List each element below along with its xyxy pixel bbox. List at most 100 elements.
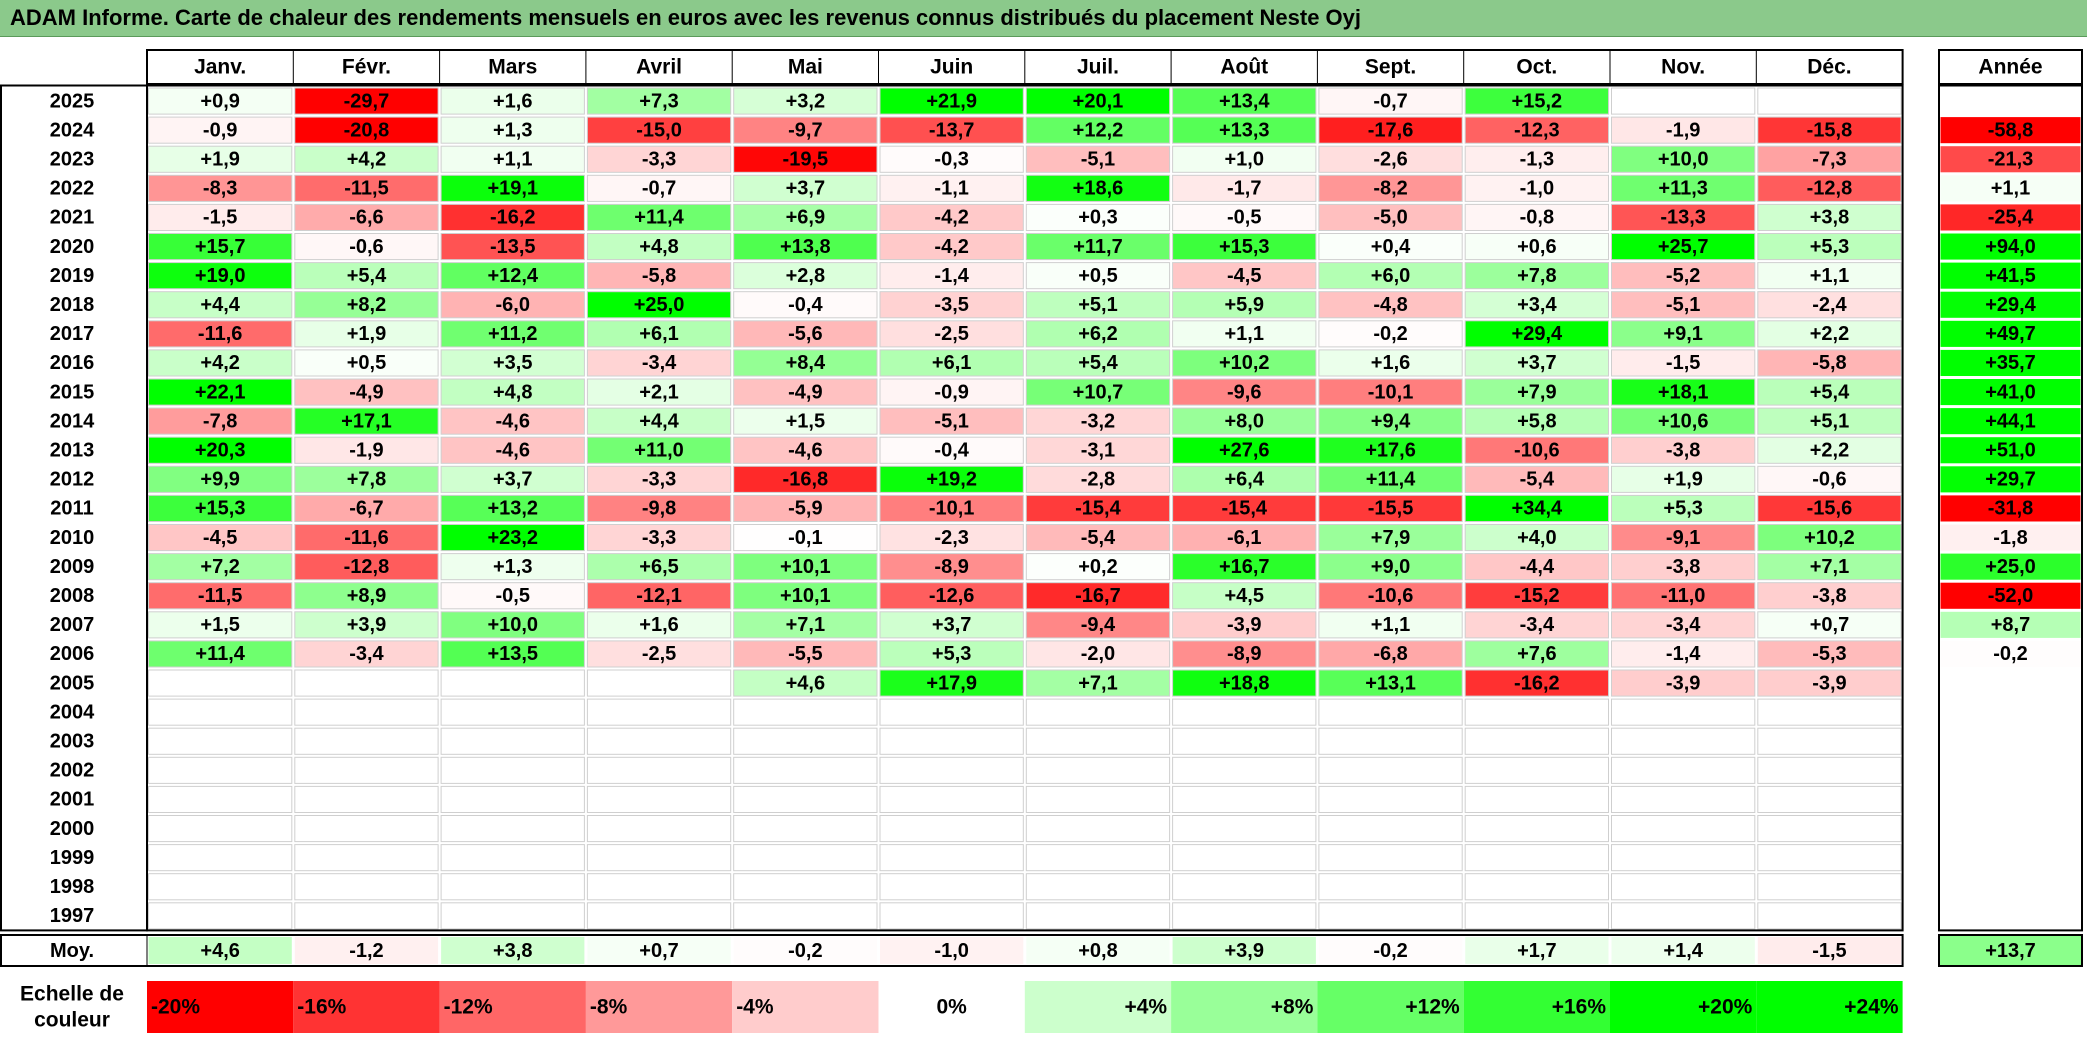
heatmap-cell <box>1318 669 1463 697</box>
heatmap-cell <box>1172 669 1317 697</box>
cell-value: +1,9 <box>347 323 386 345</box>
year-label: 2001 <box>50 789 95 811</box>
cell-value: +23,2 <box>487 527 538 549</box>
cell-value: -11,0 <box>1661 585 1705 607</box>
heatmap-cell <box>1172 291 1317 319</box>
cell-value: -11,5 <box>344 178 388 200</box>
heatmap-cell <box>879 407 1024 435</box>
heatmap-cell <box>1025 640 1171 668</box>
cell-value: +1,0 <box>1225 149 1264 171</box>
cell-value: -4,6 <box>496 410 530 432</box>
year-label: 2016 <box>50 352 95 374</box>
cell-value: +0,9 <box>200 90 239 112</box>
heatmap-cell <box>733 436 878 464</box>
heatmap-cell <box>440 815 585 843</box>
heatmap-cell <box>1464 262 1609 290</box>
heatmap-cell <box>733 727 878 755</box>
heatmap-cell <box>294 291 439 319</box>
annual-cell <box>1940 88 2081 115</box>
cell-value: -12,8 <box>344 556 390 578</box>
heatmap-cell <box>148 873 293 901</box>
cell-value: -8,2 <box>1373 178 1407 200</box>
heatmap-cell <box>879 698 1024 726</box>
cell-value: +6,2 <box>1078 323 1117 345</box>
cell-value: -5,2 <box>1666 265 1700 287</box>
cell-value: -6,0 <box>496 294 530 316</box>
cell-value: -4,9 <box>788 381 822 403</box>
annual-value: -1,8 <box>1993 527 2027 549</box>
heatmap-cell <box>294 349 439 377</box>
cell-value: -8,9 <box>1227 643 1261 665</box>
heatmap-cell <box>1757 727 1902 755</box>
cell-value: -0,4 <box>934 440 969 462</box>
heatmap-cell <box>1025 582 1171 610</box>
cell-value: +1,1 <box>1810 265 1849 287</box>
heatmap-cell <box>440 727 585 755</box>
heatmap-cell <box>586 611 732 639</box>
heatmap-cell <box>733 553 878 581</box>
heatmap-cell <box>148 553 293 581</box>
cell-value: -5,1 <box>934 410 968 432</box>
cell-value: -1,1 <box>934 178 968 200</box>
year-label: 1998 <box>50 876 95 898</box>
cell-value: -4,6 <box>788 440 822 462</box>
heatmap-cell <box>1464 844 1609 872</box>
heatmap-cell <box>440 233 585 261</box>
month-header: Sept. <box>1365 56 1416 79</box>
cell-value: +7,1 <box>1078 672 1117 694</box>
cell-value: -2,4 <box>1812 294 1847 316</box>
year-label: 2012 <box>50 469 95 491</box>
heatmap-cell <box>733 203 878 231</box>
cell-value: +13,4 <box>1219 90 1270 112</box>
heatmap-cell <box>1464 902 1609 930</box>
cell-value: +1,9 <box>1663 469 1702 491</box>
annual-cell <box>1940 117 2081 144</box>
heatmap-cell <box>1611 669 1756 697</box>
cell-value: +17,1 <box>341 410 392 432</box>
cell-value: +19,2 <box>926 469 977 491</box>
scale-step-label: +8% <box>1271 996 1314 1019</box>
heatmap-cell <box>1757 669 1902 697</box>
heatmap-cell <box>1318 436 1463 464</box>
heatmap-cell <box>440 640 585 668</box>
scale-label: Echelle de <box>20 983 124 1006</box>
year-label: 2000 <box>50 818 95 840</box>
cell-value: -1,0 <box>1520 178 1554 200</box>
year-label: 2019 <box>50 265 95 287</box>
heatmap-cell <box>879 640 1024 668</box>
scale-step-label: -16% <box>297 996 346 1019</box>
cell-value: +10,2 <box>1804 527 1855 549</box>
cell-value: +0,5 <box>1078 265 1117 287</box>
heatmap-cell <box>1318 116 1463 144</box>
cell-value: +10,1 <box>780 585 831 607</box>
heatmap-cell <box>733 291 878 319</box>
heatmap-cell <box>879 785 1024 814</box>
average-cell <box>1172 937 1316 964</box>
cell-value: +12,4 <box>487 265 538 287</box>
cell-value: -9,8 <box>642 498 676 520</box>
cell-value: -5,8 <box>1812 352 1846 374</box>
year-label: 2021 <box>50 207 95 229</box>
year-label: 2024 <box>50 119 95 141</box>
cell-value: +13,2 <box>487 498 538 520</box>
heatmap-cell <box>733 669 878 697</box>
cell-value: -12,8 <box>1807 178 1853 200</box>
average-cell <box>148 937 292 964</box>
cell-value: -3,1 <box>1081 440 1115 462</box>
heatmap-cell <box>294 553 439 581</box>
heatmap-cell <box>1318 349 1463 377</box>
scale-step-label: +12% <box>1405 996 1460 1019</box>
year-label: 2004 <box>50 701 95 723</box>
heatmap-cell <box>586 291 732 319</box>
cell-value: +10,0 <box>487 614 538 636</box>
heatmap-cell <box>1318 611 1463 639</box>
heatmap-cell <box>1611 233 1756 261</box>
heatmap-cell <box>148 407 293 435</box>
month-header: Déc. <box>1807 56 1851 79</box>
heatmap-cell <box>1611 87 1756 115</box>
cell-value: +3,7 <box>932 614 971 636</box>
cell-value: +3,5 <box>493 352 532 374</box>
heatmap-cell <box>294 611 439 639</box>
heatmap-cell <box>148 524 293 552</box>
month-header: Janv. <box>194 56 246 79</box>
